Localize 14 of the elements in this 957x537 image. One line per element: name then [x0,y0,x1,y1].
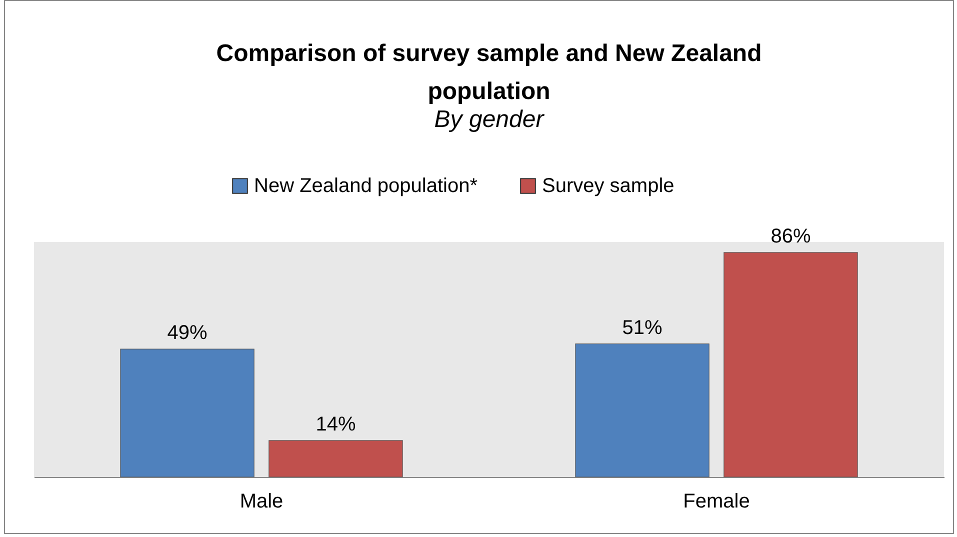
data-label: 86% [770,225,811,248]
bar [120,348,254,478]
legend-label: Survey sample [542,175,674,197]
data-label: 49% [167,322,208,344]
bar [724,252,858,478]
data-label: 51% [622,316,662,339]
chart-title: Comparison of survey sample and New Zealand population [216,40,762,105]
data-label: 14% [316,413,356,436]
x-tick-label: Male [240,490,284,512]
bar [268,440,403,478]
bar [575,344,710,478]
x-tick-label: Female [683,490,750,512]
legend-label: New Zealand population* [254,175,478,197]
chart-subtitle: By gender [434,106,545,133]
